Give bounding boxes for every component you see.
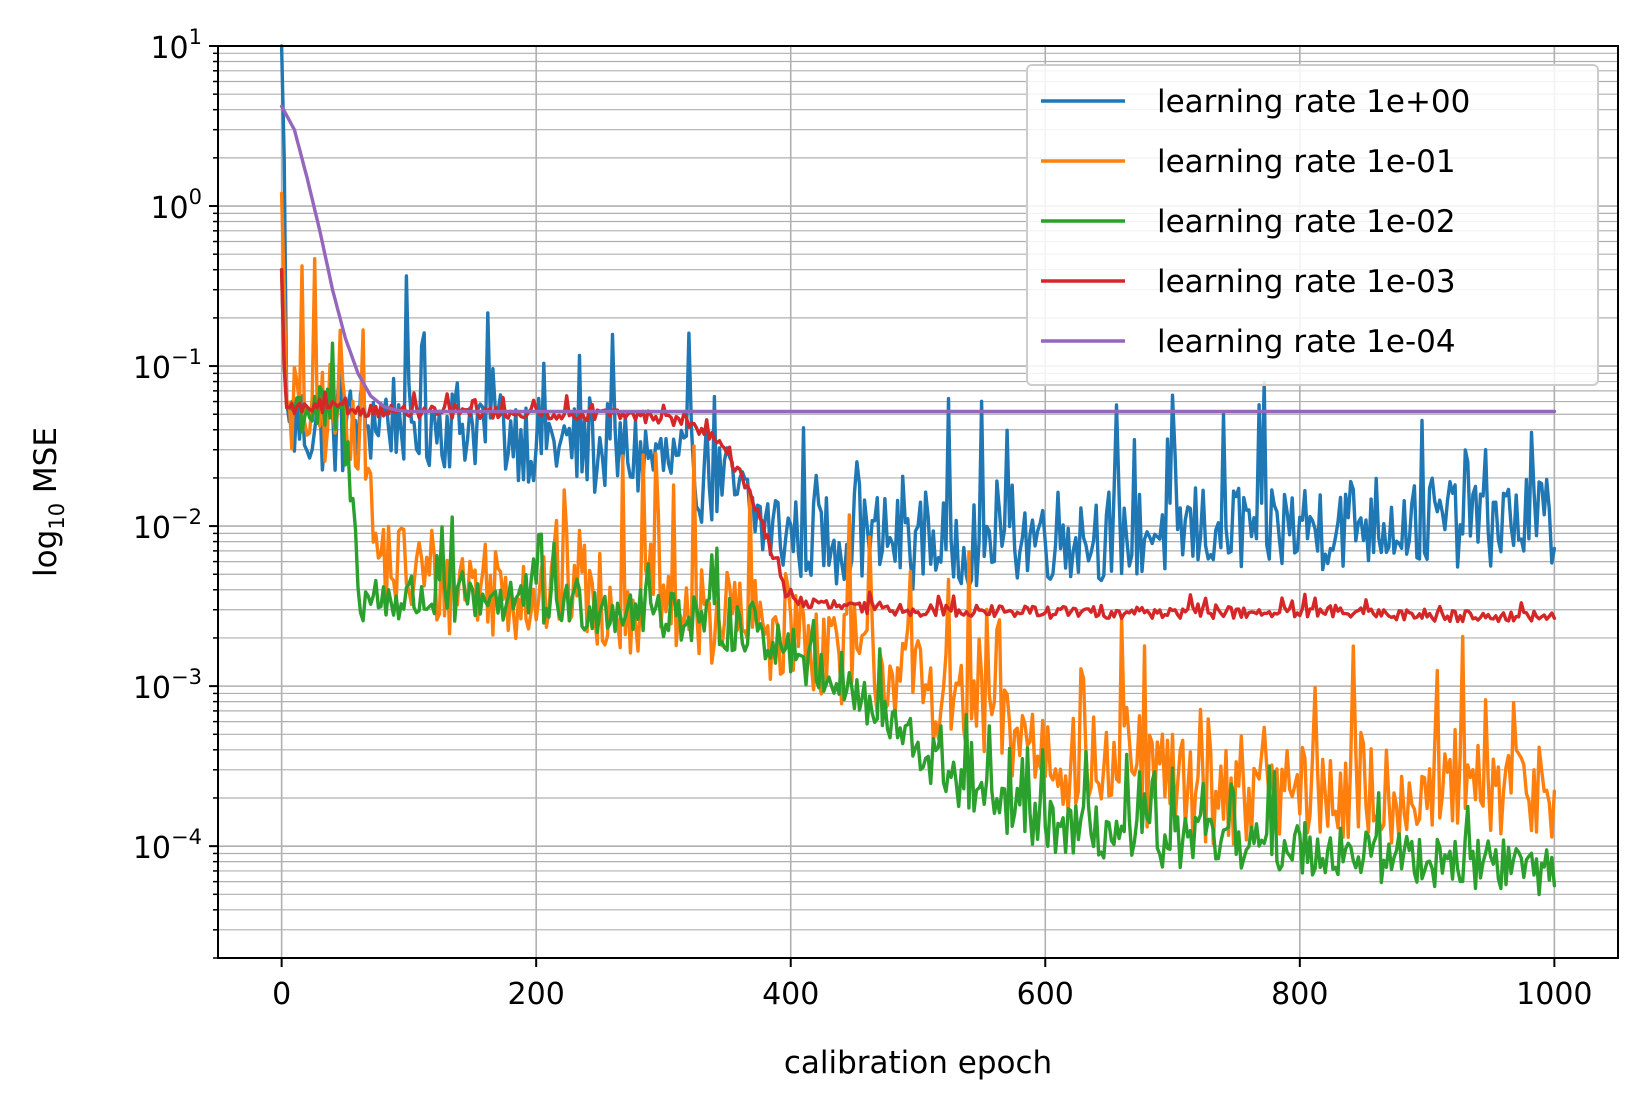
legend-label-3: learning rate 1e-03	[1157, 264, 1456, 300]
y-tick-exponent: −2	[171, 505, 202, 529]
y-tick-base: 10	[133, 671, 171, 706]
y-axis-label-suffix: MSE	[28, 427, 64, 503]
y-tick-exponent: −1	[171, 345, 202, 369]
y-tick-label: 100	[150, 185, 202, 226]
y-tick-exponent: −3	[171, 665, 202, 689]
y-tick-base: 10	[150, 191, 188, 226]
y-axis-label-log: log	[28, 530, 64, 577]
y-tick-base: 10	[133, 351, 171, 386]
series-line-0	[279, 44, 1557, 591]
series-line-4	[279, 104, 1557, 414]
y-tick-base: 10	[150, 31, 188, 66]
legend-box	[1026, 64, 1599, 386]
x-axis-label: calibration epoch	[784, 1045, 1052, 1081]
x-tick-label: 200	[508, 977, 565, 1012]
series-line-2	[279, 268, 1557, 897]
y-axis-label: log10 MSE	[28, 427, 69, 577]
series-line-3	[279, 268, 1557, 624]
y-tick-label: 10−2	[133, 505, 202, 546]
y-tick-exponent: −4	[171, 825, 202, 849]
x-tick-label: 800	[1271, 977, 1328, 1012]
legend-label-2: learning rate 1e-02	[1157, 204, 1456, 240]
x-tick-label: 1000	[1516, 977, 1592, 1012]
legend: learning rate 1e+00 learning rate 1e-01 le…	[1026, 64, 1599, 386]
y-tick-label: 10−1	[133, 345, 202, 386]
series-line-1	[279, 191, 1557, 846]
y-tick-label: 10−4	[133, 825, 202, 866]
y-axis-label-subscript: 10	[45, 503, 69, 530]
x-tick-label: 0	[272, 977, 291, 1012]
y-tick-exponent: 0	[189, 185, 202, 209]
legend-label-4: learning rate 1e-04	[1157, 324, 1456, 360]
series-group	[279, 44, 1557, 897]
y-tick-base: 10	[133, 511, 171, 546]
x-tick-label: 400	[762, 977, 819, 1012]
y-tick-exponent: 1	[189, 25, 202, 49]
y-tick-label: 10−3	[133, 665, 202, 706]
legend-label-1: learning rate 1e-01	[1157, 144, 1456, 180]
legend-label-0: learning rate 1e+00	[1157, 84, 1470, 120]
y-tick-base: 10	[133, 831, 171, 866]
y-tick-label: 101	[150, 25, 202, 66]
plot-frame	[217, 45, 1619, 959]
x-tick-label: 600	[1017, 977, 1074, 1012]
